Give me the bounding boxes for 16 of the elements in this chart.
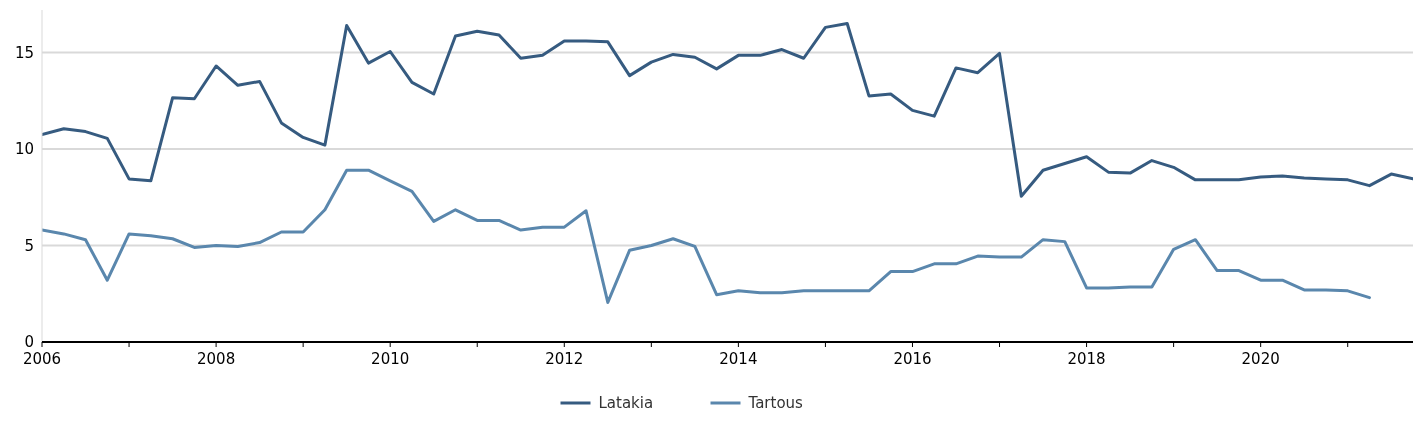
legend-label: Tartous [747,394,804,413]
legend-label: Latakia [598,394,654,413]
x-tick-label: 2020 [1241,350,1280,368]
x-tick-label: 2014 [719,350,758,368]
x-tick-label: 2018 [1067,350,1106,368]
x-tick-label: 2016 [893,350,932,368]
y-tick-label: 5 [24,236,34,255]
x-tick-label: 2010 [371,350,410,368]
y-tick-label: 15 [14,43,34,62]
x-tick-label: 2008 [197,350,236,368]
line-series [42,22,1413,198]
y-tick-label: 0 [24,333,34,352]
x-tick-label: 2006 [22,350,62,368]
line-series [42,168,1371,304]
x-tick-label: 2012 [545,350,584,368]
y-tick-label: 10 [14,140,34,159]
